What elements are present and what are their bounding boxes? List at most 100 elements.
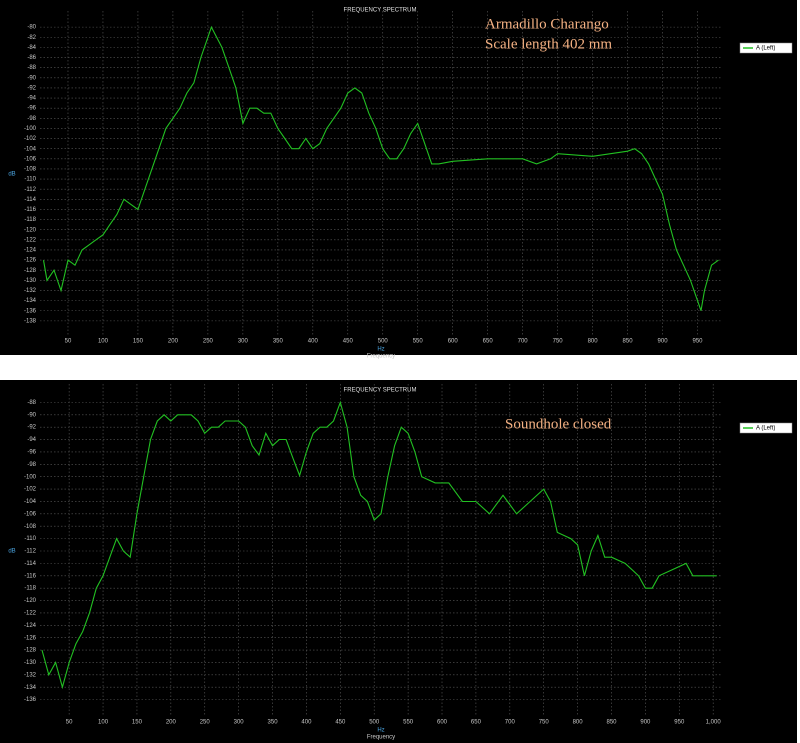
panel-background — [0, 0, 797, 355]
chart-title: FREQUENCY SPECTRUM — [344, 8, 417, 14]
y-tick-label: -120 — [24, 227, 37, 233]
y-tick-label: -104 — [24, 499, 37, 505]
y-tick-label: -116 — [24, 573, 36, 579]
y-tick-label: -88 — [27, 65, 36, 71]
y-tick-label: -112 — [24, 187, 36, 193]
y-tick-label: -94 — [27, 96, 36, 102]
x-tick-label: 500 — [369, 720, 380, 726]
y-tick-label: -120 — [24, 598, 37, 604]
x-tick-label: 700 — [505, 720, 516, 726]
y-tick-label: -136 — [24, 308, 37, 314]
y-tick-label: -136 — [24, 697, 37, 703]
data-line — [42, 25, 719, 311]
y-tick-label: -138 — [24, 318, 37, 324]
legend-label: A (Left) — [756, 426, 775, 432]
x-tick-label: 650 — [483, 339, 494, 345]
x-tick-label: 250 — [203, 339, 214, 345]
y-tick-label: -114 — [24, 561, 36, 567]
y-tick-label: -80 — [27, 25, 36, 31]
annotation: Soundhole closed — [505, 416, 612, 432]
x-tick-label: 200 — [168, 339, 179, 345]
legend-label: A (Left) — [756, 46, 775, 52]
x-tick-label: 600 — [437, 720, 448, 726]
y-tick-label: -110 — [24, 177, 36, 183]
x-tick-label: 50 — [65, 339, 72, 345]
chart-panel: FREQUENCY SPECTRUM -80 -82 -84 -86 -88 -90 -92 -… — [0, 0, 797, 360]
x-tick-label: 500 — [378, 339, 389, 345]
x-unit: Hz — [377, 347, 384, 353]
x-tick-label: 100 — [98, 339, 109, 345]
y-tick-label: -124 — [24, 248, 37, 254]
y-tick-label: -110 — [24, 536, 36, 542]
y-tick-label: -118 — [24, 586, 36, 592]
y-tick-label: -134 — [24, 685, 37, 691]
y-tick-label: -134 — [24, 298, 37, 304]
y-tick-label: -130 — [24, 278, 37, 284]
x-tick-label: 50 — [66, 720, 73, 726]
x-tick-label: 150 — [132, 720, 143, 726]
x-tick-label: 300 — [234, 720, 245, 726]
y-tick-label: -126 — [24, 258, 37, 264]
y-tick-label: -130 — [24, 660, 37, 666]
x-tick-label: 700 — [518, 339, 529, 345]
x-tick-label: 250 — [200, 720, 211, 726]
panel-background — [0, 380, 797, 743]
data-line — [41, 400, 717, 690]
chart-panel: FREQUENCY SPECTRUM -88 -90 -92 -94 -96 -98 -100… — [0, 380, 797, 743]
y-tick-label: -90 — [27, 75, 36, 81]
x-tick-label: 200 — [166, 720, 177, 726]
x-tick-label: 150 — [133, 339, 144, 345]
y-tick-label: -92 — [27, 85, 36, 91]
x-tick-label: 950 — [674, 720, 685, 726]
y-tick-label: -90 — [27, 412, 36, 418]
y-tick-label: -118 — [24, 217, 36, 223]
y-tick-label: -128 — [24, 648, 37, 654]
y-tick-label: -122 — [24, 237, 37, 243]
y-tick-label: -100 — [24, 126, 37, 132]
y-tick-label: -116 — [24, 207, 36, 213]
y-tick-label: -108 — [24, 167, 37, 173]
x-tick-label: 400 — [301, 720, 312, 726]
y-tick-label: -104 — [24, 146, 37, 152]
x-axis-label: Frequency — [367, 735, 395, 741]
legend-box — [739, 422, 793, 434]
x-tick-label: 450 — [343, 339, 354, 345]
x-tick-label: 800 — [588, 339, 599, 345]
y-tick-label: -124 — [24, 623, 37, 629]
y-tick-label: -96 — [27, 450, 36, 456]
x-tick-label: 750 — [553, 339, 564, 345]
x-tick-label: 950 — [693, 339, 704, 345]
x-tick-label: 550 — [413, 339, 424, 345]
annotation: Armadillo Charango — [485, 16, 609, 32]
y-tick-label: -98 — [27, 462, 36, 468]
y-tick-label: -108 — [24, 524, 37, 530]
y-tick-label: -106 — [24, 511, 37, 517]
x-tick-label: 650 — [471, 720, 482, 726]
x-axis-label: Frequency — [367, 354, 395, 360]
x-tick-label: 350 — [268, 720, 279, 726]
y-tick-label: -102 — [24, 136, 37, 142]
y-axis-label: dB — [8, 172, 15, 178]
y-tick-label: -112 — [24, 549, 36, 555]
y-tick-label: -122 — [24, 611, 37, 617]
x-tick-label: 750 — [539, 720, 550, 726]
x-tick-label: 450 — [335, 720, 346, 726]
y-tick-label: -102 — [24, 487, 37, 493]
legend-box — [739, 42, 793, 54]
x-tick-label: 800 — [573, 720, 584, 726]
y-tick-label: -98 — [27, 116, 36, 122]
y-tick-label: -114 — [24, 197, 36, 203]
y-tick-label: -88 — [27, 400, 36, 406]
chart-title: FREQUENCY SPECTRUM — [344, 388, 417, 394]
y-tick-label: -132 — [24, 288, 37, 294]
x-tick-label: 550 — [403, 720, 414, 726]
y-tick-label: -86 — [27, 55, 36, 61]
x-tick-label: 850 — [606, 720, 617, 726]
x-tick-label: 100 — [98, 720, 109, 726]
y-tick-label: -132 — [24, 672, 37, 678]
x-unit: Hz — [377, 728, 384, 734]
y-tick-label: -94 — [27, 437, 36, 443]
y-axis-label: dB — [8, 549, 15, 555]
y-tick-label: -106 — [24, 156, 37, 162]
x-tick-label: 350 — [273, 339, 284, 345]
